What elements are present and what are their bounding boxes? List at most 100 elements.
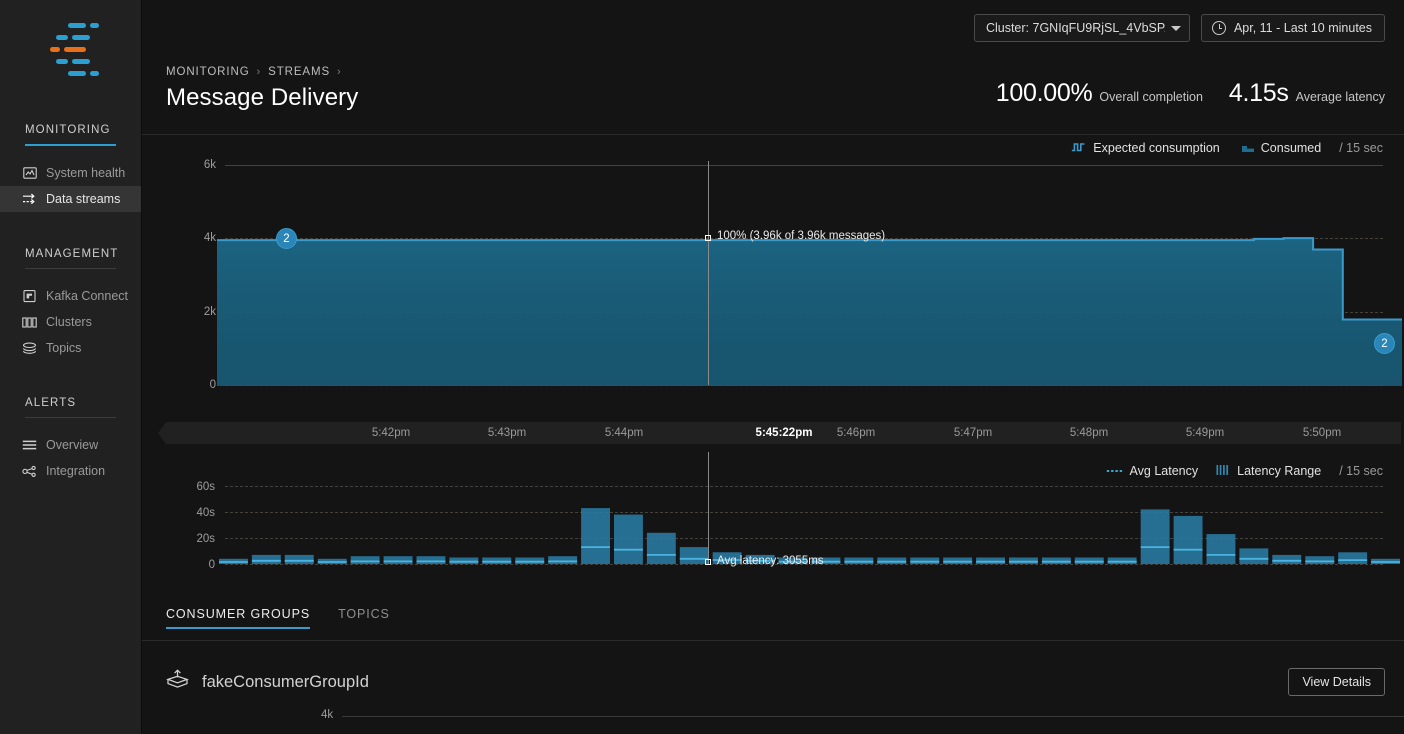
stat-caption: Average latency xyxy=(1295,90,1385,104)
sidebar-item-data-streams[interactable]: Data streams xyxy=(0,186,141,212)
header-divider xyxy=(142,134,1404,135)
sidebar-item-integration[interactable]: Integration xyxy=(0,458,141,484)
interval-label: / 15 sec xyxy=(1339,464,1383,478)
legend-latency-range[interactable]: Latency Range xyxy=(1216,464,1321,479)
y-axis-tick: 4k xyxy=(203,232,216,244)
sidebar-item-kafka-connect[interactable]: Kafka Connect xyxy=(0,283,141,309)
tab-label: TOPICS xyxy=(338,607,390,621)
grid-line xyxy=(225,512,1383,513)
legend-label: Latency Range xyxy=(1237,464,1322,478)
integration-nodes-icon xyxy=(22,464,37,479)
deploy-box-icon xyxy=(166,669,189,695)
latency-tooltip: Avg latency: 3055ms xyxy=(717,555,824,567)
delivery-badge-right[interactable]: 2 xyxy=(1374,333,1395,354)
grid-line xyxy=(225,564,1383,565)
consumer-group-y-axis-tick: 4k xyxy=(321,709,334,721)
sidebar-item-label: Clusters xyxy=(46,315,92,329)
tab-topics[interactable]: TOPICS xyxy=(338,607,390,629)
nav-group-rule xyxy=(25,417,116,418)
nav-group-rule xyxy=(25,144,116,146)
sidebar-item-label: System health xyxy=(46,166,126,180)
step-line-icon xyxy=(1071,141,1086,156)
sidebar-item-label: Data streams xyxy=(46,192,121,206)
x-axis-tick: 5:48pm xyxy=(1069,427,1109,439)
breadcrumb-item-streams[interactable]: STREAMS xyxy=(268,66,331,78)
sidebar: MONITORING System health Data streams xyxy=(0,0,142,734)
topics-stack-icon xyxy=(22,341,37,356)
grid-line xyxy=(225,486,1383,487)
sidebar-item-label: Integration xyxy=(46,464,106,478)
plug-connect-icon xyxy=(22,289,37,304)
legend-label: Avg Latency xyxy=(1129,464,1199,478)
consumer-group-grid-line xyxy=(342,716,1404,717)
latency-chart: 60s 40s 20s 0 Avg latency: 3055ms xyxy=(142,452,1404,581)
stat-value: 4.15s xyxy=(1228,79,1289,107)
stat-value: 100.00% xyxy=(995,79,1093,107)
lenses-logo-icon xyxy=(40,15,102,77)
nav-group-title: MONITORING xyxy=(25,124,111,136)
stat-overall-completion: 100.00% Overall completion xyxy=(996,79,1203,108)
y-axis-tick: 20s xyxy=(196,533,215,545)
page-header: MONITORING › STREAMS › Message Delivery … xyxy=(142,56,1404,112)
legend-label: Expected consumption xyxy=(1093,141,1220,155)
breadcrumb-item-monitoring[interactable]: MONITORING xyxy=(166,66,250,78)
breadcrumb-separator-icon: › xyxy=(337,66,342,78)
page-title: Message Delivery xyxy=(166,84,359,111)
grid-line xyxy=(225,165,1383,166)
list-lines-icon xyxy=(22,438,37,453)
latency-cursor-line xyxy=(708,452,709,564)
consumer-group-row: fakeConsumerGroupId View Details xyxy=(142,650,1404,696)
cluster-select-label: Cluster: 7GNIqFU9RjSL_4VbSP... xyxy=(985,21,1165,35)
clusters-bars-icon xyxy=(22,315,37,330)
stat-average-latency: 4.15s Average latency xyxy=(1229,79,1385,108)
message-delivery-chart: 6k 4k 2k 0 100% (3.96k of 3.96k messages… xyxy=(142,159,1404,393)
delivery-badge-left[interactable]: 2 xyxy=(276,228,297,249)
nav-group-title: ALERTS xyxy=(25,397,77,409)
y-axis-tick: 0 xyxy=(208,559,215,571)
delivery-x-axis: 5:42pm 5:43pm 5:44pm 5:45:22pm 5:46pm 5:… xyxy=(158,422,1401,444)
sidebar-item-topics[interactable]: Topics xyxy=(0,335,141,361)
y-axis-tick: 6k xyxy=(203,159,216,171)
nav-group-monitoring: MONITORING System health Data streams xyxy=(0,124,141,212)
consumer-group-name: fakeConsumerGroupId xyxy=(202,672,369,691)
tooltip-marker xyxy=(705,235,711,241)
main-content: Cluster: 7GNIqFU9RjSL_4VbSP... Apr, 11 -… xyxy=(142,0,1404,734)
y-axis-tick: 60s xyxy=(196,481,215,493)
x-axis-tick: 5:43pm xyxy=(487,427,527,439)
breadcrumb: MONITORING › STREAMS › xyxy=(166,66,358,78)
x-axis-tick: 5:42pm xyxy=(371,427,411,439)
chart-activity-icon xyxy=(22,166,37,181)
dotted-line-icon xyxy=(1106,464,1123,478)
header-stats: 100.00% Overall completion 4.15s Average… xyxy=(996,79,1385,112)
sidebar-item-system-health[interactable]: System health xyxy=(0,160,141,186)
y-axis-tick: 0 xyxy=(209,379,216,391)
clock-icon xyxy=(1211,21,1226,35)
nav-group-title: MANAGEMENT xyxy=(25,248,119,260)
delivery-chart-legend: Expected consumption Consumed / 15 sec xyxy=(142,135,1404,161)
legend-consumed[interactable]: Consumed xyxy=(1237,141,1322,156)
latency-interval-label: / 15 sec xyxy=(1339,464,1383,478)
tabs: CONSUMER GROUPS TOPICS xyxy=(142,607,414,641)
y-axis-tick: 40s xyxy=(196,507,215,519)
time-range-picker[interactable]: Apr, 11 - Last 10 minutes xyxy=(1200,14,1385,42)
latency-tooltip-marker xyxy=(705,559,711,565)
tabs-divider xyxy=(142,640,1404,641)
view-details-button[interactable]: View Details xyxy=(1288,668,1385,696)
latency-bar-plot xyxy=(219,508,1400,564)
logo[interactable] xyxy=(0,0,141,92)
legend-label: Consumed xyxy=(1260,141,1322,155)
chart-cursor-line xyxy=(708,161,709,385)
legend-expected-consumption[interactable]: Expected consumption xyxy=(1071,141,1220,156)
cluster-select[interactable]: Cluster: 7GNIqFU9RjSL_4VbSP... xyxy=(973,14,1190,42)
legend-avg-latency[interactable]: Avg Latency xyxy=(1106,464,1199,478)
sidebar-item-overview[interactable]: Overview xyxy=(0,432,141,458)
tab-consumer-groups[interactable]: CONSUMER GROUPS xyxy=(166,607,311,629)
consumer-group-heading: fakeConsumerGroupId xyxy=(166,669,369,695)
sidebar-item-clusters[interactable]: Clusters xyxy=(0,309,141,335)
delivery-tooltip: 100% (3.96k of 3.96k messages) xyxy=(717,230,886,242)
area-swatch-icon xyxy=(1237,141,1254,156)
nav-group-rule xyxy=(25,268,116,269)
x-axis-tick: 5:47pm xyxy=(953,427,993,439)
interval-label: / 15 sec xyxy=(1339,141,1383,155)
